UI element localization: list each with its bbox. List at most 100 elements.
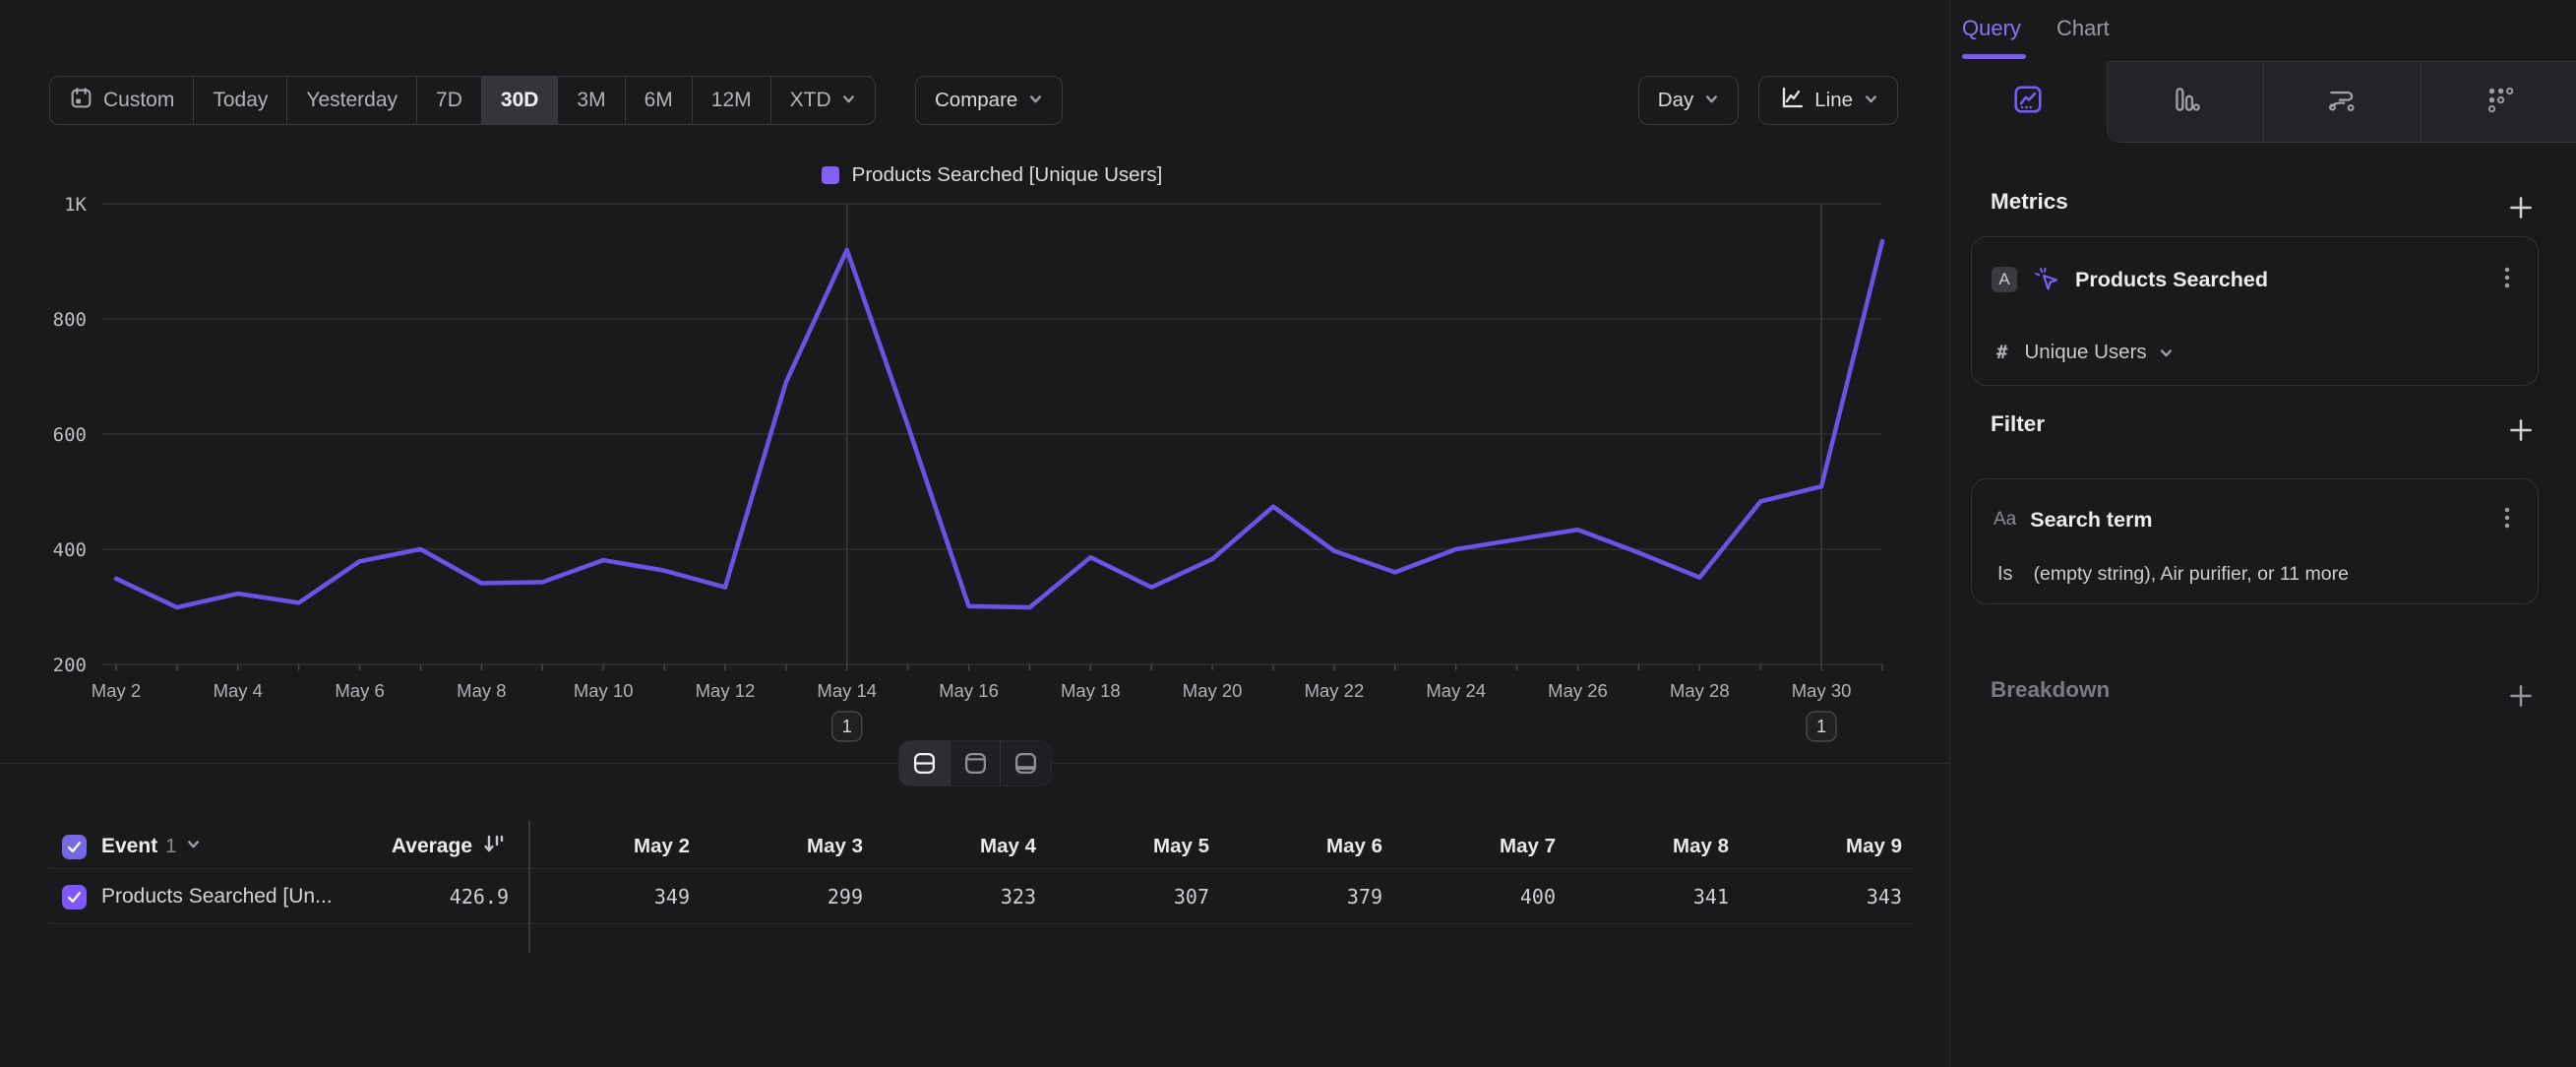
y-axis-label: 400 — [53, 539, 87, 561]
range-label: Today — [213, 89, 268, 112]
report-main-area: Custom Today Yesterday7D30D 3M 6M 12M XTD Comp… — [0, 0, 1949, 1067]
range-button-12m[interactable]: 12M — [693, 77, 771, 124]
range-label: 6M — [644, 89, 673, 112]
cell-value: 379 — [1221, 870, 1394, 923]
x-axis-label: May 14 — [817, 680, 877, 701]
range-label: 12M — [711, 89, 752, 112]
table-header-divider — [49, 868, 1914, 869]
line-chart[interactable]: 2004006008001KMay 2May 4May 6May 8May 10… — [0, 148, 1949, 763]
cell-value: 341 — [1567, 870, 1741, 923]
add-breakdown-button[interactable] — [2507, 682, 2535, 715]
cell-value: 349 — [528, 870, 702, 923]
toolbar-right-group: Day Line — [1638, 76, 1898, 125]
chevron-down-icon — [1864, 89, 1878, 112]
tab-retention[interactable] — [2421, 61, 2576, 143]
cell-value: 343 — [1741, 870, 1914, 923]
kebab-menu-icon[interactable] — [2494, 503, 2520, 537]
compare-button[interactable]: Compare — [915, 76, 1063, 125]
cell-value: 307 — [1048, 870, 1221, 923]
filter-property-name: Search term — [2030, 508, 2152, 533]
chevron-down-icon[interactable] — [186, 837, 201, 856]
range-label: Custom — [103, 89, 174, 112]
column-header-may-2[interactable]: May 2 — [528, 825, 702, 868]
range-button-custom[interactable]: Custom — [50, 77, 194, 124]
chart-type-label: Line — [1814, 89, 1853, 112]
select-all-checkbox[interactable] — [62, 835, 87, 859]
table-row: Products Searched [Un... 426.9 349299323… — [0, 870, 1914, 923]
x-axis-label: May 8 — [457, 680, 506, 701]
split-view-button[interactable] — [899, 741, 951, 785]
add-filter-button[interactable] — [2507, 416, 2535, 449]
range-button-today[interactable]: Today — [194, 77, 287, 124]
kebab-menu-icon[interactable] — [2494, 263, 2520, 297]
report-type-tabs — [1950, 61, 2576, 143]
tab-funnels[interactable] — [2107, 61, 2264, 143]
column-header-may-6[interactable]: May 6 — [1221, 825, 1394, 868]
line-chart-icon — [1778, 85, 1804, 116]
query-sidebar: Query Chart — [1949, 0, 2576, 1067]
measure-selector[interactable]: Unique Users — [2024, 341, 2146, 364]
range-button-3m[interactable]: 3M — [558, 77, 625, 124]
y-axis-label: 1K — [64, 194, 87, 216]
column-header-may-5[interactable]: May 5 — [1048, 825, 1221, 868]
average-column-label[interactable]: Average — [392, 835, 472, 858]
layout-toggle-group — [898, 740, 1052, 786]
y-axis-label: 800 — [53, 309, 87, 331]
range-button-7d[interactable]: 7D — [417, 77, 482, 124]
x-axis-label: May 18 — [1061, 680, 1121, 701]
table-row-divider — [49, 923, 1914, 924]
granularity-button[interactable]: Day — [1638, 76, 1739, 125]
range-label: XTD — [790, 89, 831, 112]
tab-flows[interactable] — [2263, 61, 2421, 143]
x-axis-label: May 12 — [696, 680, 756, 701]
metric-card[interactable]: A Products Searched # Unique Users — [1971, 236, 2539, 386]
x-axis-label: May 20 — [1183, 680, 1243, 701]
cell-value: 323 — [875, 870, 1048, 923]
series-line[interactable] — [116, 241, 1882, 607]
hash-icon: # — [1996, 342, 2007, 363]
range-button-30d[interactable]: 30D — [482, 77, 559, 124]
report-toolbar: Custom Today Yesterday7D30D 3M 6M 12M XTD Comp… — [0, 76, 1949, 125]
range-button-6m[interactable]: 6M — [626, 77, 693, 124]
property-type-badge: Aa — [1993, 507, 2016, 533]
column-header-may-9[interactable]: May 9 — [1741, 825, 1914, 868]
range-button-xtd[interactable]: XTD — [771, 77, 875, 124]
column-header-may-4[interactable]: May 4 — [875, 825, 1048, 868]
metrics-section-title: Metrics — [1991, 189, 2068, 215]
x-axis-label: May 28 — [1670, 680, 1730, 701]
x-axis-label: May 16 — [939, 680, 999, 701]
annotation-badge-label: 1 — [842, 717, 852, 736]
granularity-label: Day — [1658, 89, 1693, 112]
column-header-may-3[interactable]: May 3 — [702, 825, 875, 868]
row-checkbox[interactable] — [62, 885, 87, 910]
sort-descending-icon[interactable] — [481, 832, 507, 862]
annotation-badge-label: 1 — [1816, 717, 1826, 736]
range-button-yesterday[interactable]: Yesterday — [287, 77, 417, 124]
table-view-button[interactable] — [1001, 741, 1051, 785]
table-header-left: Event 1 Average — [0, 825, 528, 868]
chevron-down-icon — [1704, 89, 1719, 112]
filter-card[interactable]: Aa Search term Is (empty string), Air pu… — [1971, 478, 2539, 604]
filter-value[interactable]: (empty string), Air purifier, or 11 more — [2034, 563, 2349, 586]
chart-view-button[interactable] — [951, 741, 1002, 785]
column-header-may-7[interactable]: May 7 — [1394, 825, 1567, 868]
tab-insights[interactable] — [1950, 61, 2107, 143]
x-axis-label: May 10 — [574, 680, 634, 701]
active-tab-underline — [1962, 54, 2026, 59]
add-metric-button[interactable] — [2507, 194, 2535, 226]
insights-icon — [2012, 84, 2044, 120]
chart-type-button[interactable]: Line — [1758, 76, 1898, 125]
tab-chart[interactable]: Chart — [2056, 16, 2110, 41]
chevron-down-icon — [841, 89, 856, 112]
tab-query[interactable]: Query — [1962, 16, 2021, 41]
filter-operator[interactable]: Is — [1997, 563, 2013, 586]
row-series-name[interactable]: Products Searched [Un... — [101, 885, 333, 909]
chevron-down-icon[interactable] — [2159, 345, 2174, 360]
column-header-may-8[interactable]: May 8 — [1567, 825, 1741, 868]
cell-value: 299 — [702, 870, 875, 923]
retention-dots-icon — [2484, 84, 2515, 120]
range-label: 3M — [577, 89, 605, 112]
table-row-left: Products Searched [Un... 426.9 — [0, 870, 528, 923]
row-value-cells: 349299323307379400341343 — [528, 870, 1914, 923]
x-axis-label: May 24 — [1426, 680, 1486, 701]
